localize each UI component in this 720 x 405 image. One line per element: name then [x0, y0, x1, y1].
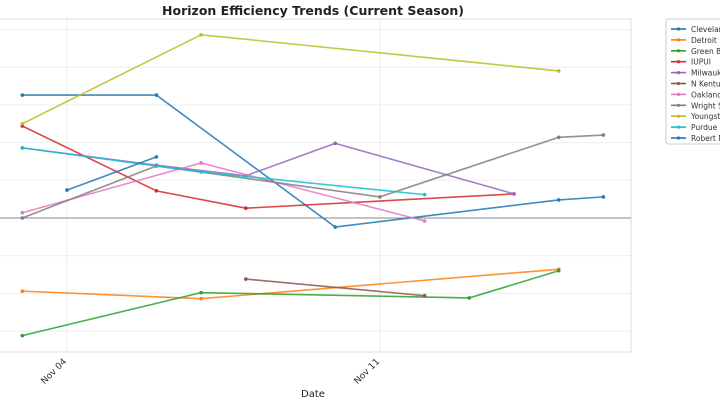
- data-point: [199, 170, 203, 174]
- legend-marker: [676, 38, 681, 42]
- series-n-kentu: [244, 277, 427, 298]
- legend-marker: [676, 125, 681, 129]
- legend-label: Milwauk: [691, 69, 720, 78]
- series-line: [22, 270, 559, 337]
- data-point: [154, 155, 159, 159]
- series-wright-s: [20, 133, 606, 220]
- series-clevelan: [20, 93, 606, 229]
- series-oakland: [20, 161, 427, 223]
- x-axis-label: Date: [301, 389, 325, 400]
- legend-label: Robert M: [691, 134, 720, 143]
- data-point: [20, 216, 25, 220]
- legend-label: Green B: [691, 47, 720, 56]
- legend: Clevelan Detroit I Green B IUPUI Milwauk N Ke…: [665, 18, 720, 145]
- data-point: [556, 69, 561, 73]
- legend-marker: [676, 136, 681, 140]
- series-youngst: [20, 32, 561, 126]
- legend-label: Clevelan: [691, 25, 720, 34]
- series-green-b: [20, 268, 561, 338]
- series-line: [22, 94, 604, 228]
- data-point: [20, 210, 25, 215]
- series-line: [21, 125, 515, 210]
- data-point: [556, 135, 561, 140]
- data-point: [422, 293, 427, 298]
- data-point: [512, 192, 516, 196]
- data-point: [333, 225, 338, 229]
- data-point: [556, 268, 561, 273]
- legend-label: IUPUI: [691, 58, 711, 67]
- legend-marker: [676, 71, 681, 75]
- data-point: [20, 333, 25, 338]
- data-point: [20, 93, 25, 97]
- legend-label: N Kentu: [691, 80, 720, 89]
- series-line: [22, 142, 515, 195]
- data-point: [244, 277, 248, 281]
- legend-marker: [676, 60, 681, 64]
- series-line: [245, 278, 425, 297]
- legend-marker: [676, 49, 681, 53]
- data-point: [199, 296, 203, 301]
- data-point: [556, 198, 561, 202]
- data-point: [378, 195, 382, 199]
- series-lines: [20, 32, 606, 338]
- legend-marker: [676, 114, 681, 118]
- data-point: [601, 195, 606, 199]
- legend-marker: [676, 27, 681, 31]
- legend-label: Wright S: [691, 101, 720, 110]
- legend-marker: [676, 81, 681, 86]
- data-point: [199, 32, 203, 37]
- chart-title: Horizon Efficiency Trends (Current Seaso…: [162, 3, 464, 18]
- data-point: [467, 296, 472, 300]
- series-milwauk: [20, 141, 516, 196]
- legend-marker: [676, 92, 681, 96]
- data-point: [20, 146, 25, 150]
- series-purdue-i: [20, 146, 427, 197]
- data-point: [20, 289, 25, 293]
- data-point: [333, 141, 338, 146]
- data-point: [244, 206, 248, 210]
- plot-frame: [0, 18, 632, 353]
- series-line: [22, 162, 425, 222]
- legend-label: Youngst: [690, 112, 720, 121]
- data-point: [422, 219, 427, 223]
- x-tick-label: Nov 11: [353, 357, 383, 387]
- data-point: [154, 93, 159, 97]
- data-point: [65, 188, 69, 192]
- legend-label: Detroit I: [691, 36, 720, 45]
- legend-marker: [676, 103, 681, 107]
- data-point: [199, 290, 203, 295]
- legend-label: Purdue I: [691, 123, 720, 132]
- x-tick-label: Nov 04: [40, 357, 70, 387]
- data-point: [154, 189, 159, 193]
- data-point: [422, 192, 427, 197]
- series-line: [66, 156, 157, 191]
- series-line: [21, 33, 559, 125]
- data-point: [20, 121, 25, 126]
- legend-label: Oakland: [691, 90, 720, 99]
- data-point: [601, 133, 606, 137]
- series-robert-m: [65, 155, 159, 192]
- data-point: [199, 161, 203, 165]
